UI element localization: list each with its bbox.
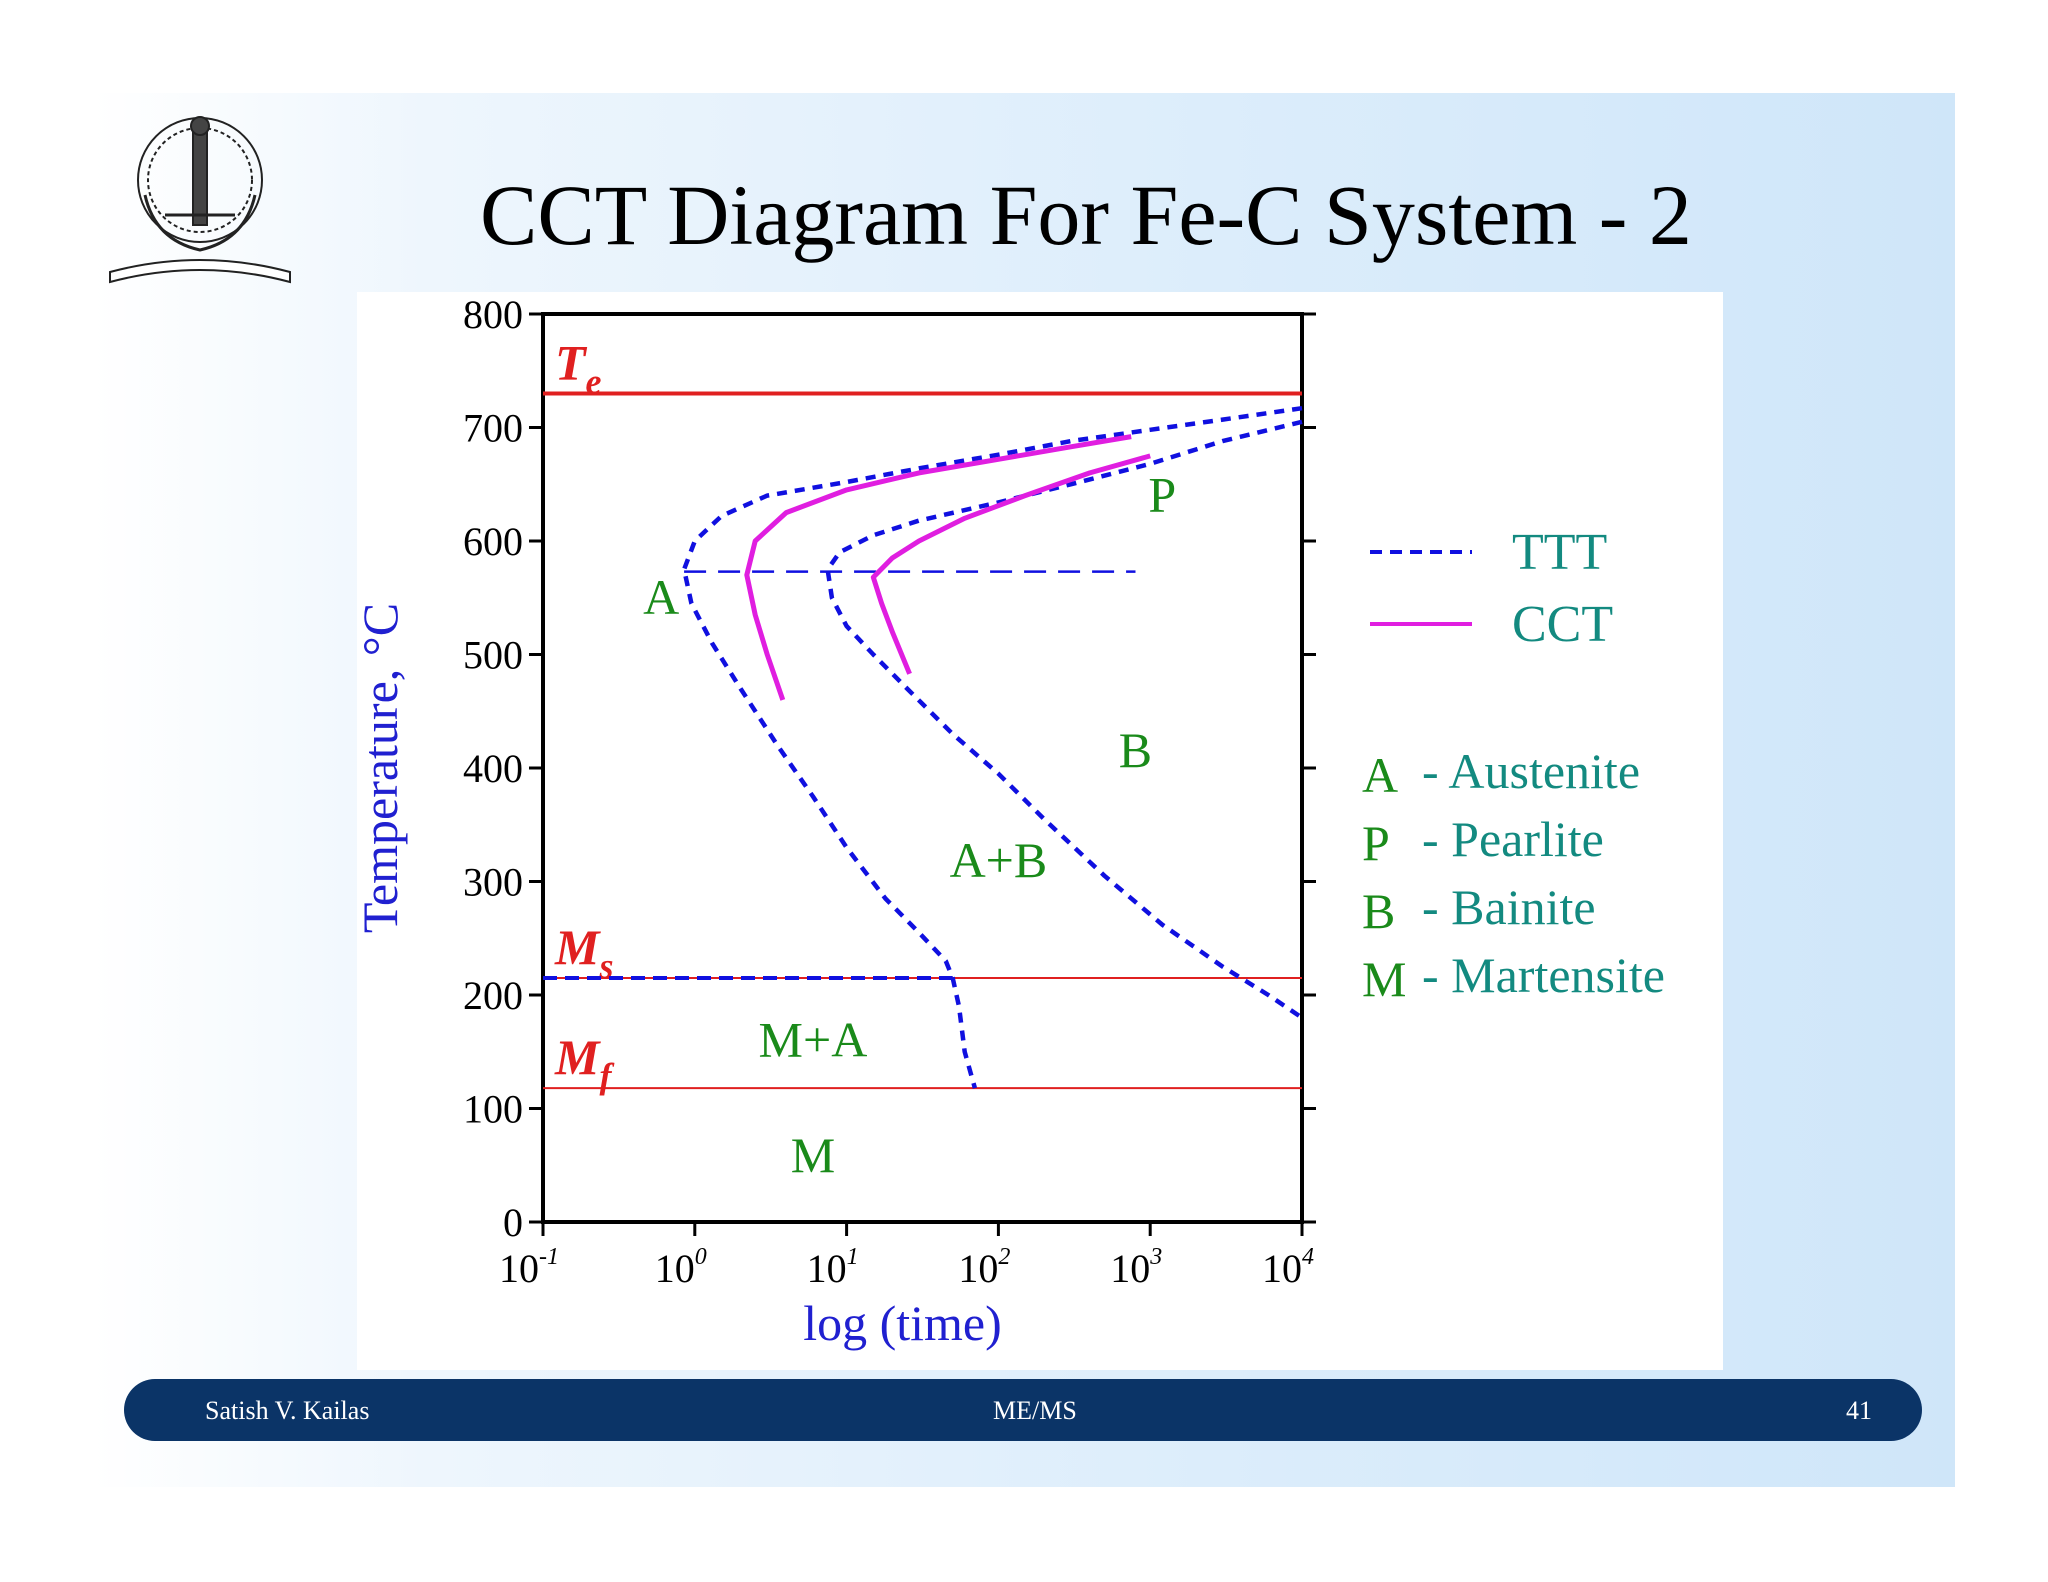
x-tick-label: 10-1 — [499, 1244, 559, 1291]
key-symbol-a: A — [1362, 747, 1398, 803]
y-axis-label: Temperature, °C — [357, 603, 408, 933]
cct-curve-1 — [744, 434, 1132, 701]
y-tick-label: 600 — [463, 519, 523, 564]
y-tick-label: 300 — [463, 860, 523, 905]
key-text-b: - Bainite — [1422, 879, 1596, 935]
x-tick-label: 104 — [1262, 1244, 1314, 1291]
x-tick-label: 101 — [807, 1244, 859, 1291]
y-tick-label: 200 — [463, 973, 523, 1018]
x-tick-label: 102 — [958, 1244, 1010, 1291]
cct-chart: 0 100 200 300 400 500 600 700 800 10-1 100 101 102 10… — [357, 292, 1665, 1351]
legend-label-ttt: TTT — [1512, 524, 1607, 581]
region-label-b: B — [1119, 722, 1152, 778]
x-tick-label: 103 — [1110, 1244, 1162, 1291]
y-tick-label: 800 — [463, 292, 523, 337]
reference-label-Ms: Ms — [554, 919, 613, 986]
footer-department: ME/MS — [993, 1396, 1077, 1425]
y-tick-label: 0 — [503, 1200, 523, 1245]
footer-bar — [124, 1379, 1922, 1441]
x-tick-label: 100 — [655, 1244, 707, 1291]
y-tick-label: 400 — [463, 746, 523, 791]
footer-author: Satish V. Kailas — [205, 1396, 370, 1425]
y-tick-label: 500 — [463, 633, 523, 678]
key-symbol-b: B — [1362, 883, 1395, 939]
x-axis-label: log (time) — [803, 1295, 1002, 1351]
key-text-p: - Pearlite — [1422, 811, 1604, 867]
region-label-m: M — [791, 1127, 835, 1183]
region-label-a-b: A+B — [950, 832, 1048, 888]
key-text-m: - Martensite — [1422, 947, 1665, 1003]
ttt-curve-1 — [681, 405, 1303, 1089]
y-tick-label: 700 — [463, 406, 523, 451]
footer-page-number: 41 — [1846, 1396, 1872, 1425]
region-label-p: P — [1148, 467, 1176, 523]
institute-logo — [109, 116, 291, 284]
slide-title: CCT Diagram For Fe-C System - 2 — [480, 167, 1692, 263]
key-symbol-m: M — [1362, 951, 1406, 1007]
reference-label-Mf: Mf — [554, 1029, 614, 1096]
legend-label-cct: CCT — [1512, 596, 1613, 653]
chart-panel — [357, 292, 1723, 1370]
key-text-a: - Austenite — [1422, 743, 1640, 799]
region-label-a: A — [643, 569, 679, 625]
key-symbol-p: P — [1362, 815, 1390, 871]
cct-curve-2 — [870, 453, 1151, 675]
ttt-curve-2 — [825, 419, 1304, 1020]
reference-label-Te: Te — [555, 334, 602, 401]
y-tick-label: 100 — [463, 1087, 523, 1132]
region-label-m-a: M+A — [759, 1011, 868, 1067]
